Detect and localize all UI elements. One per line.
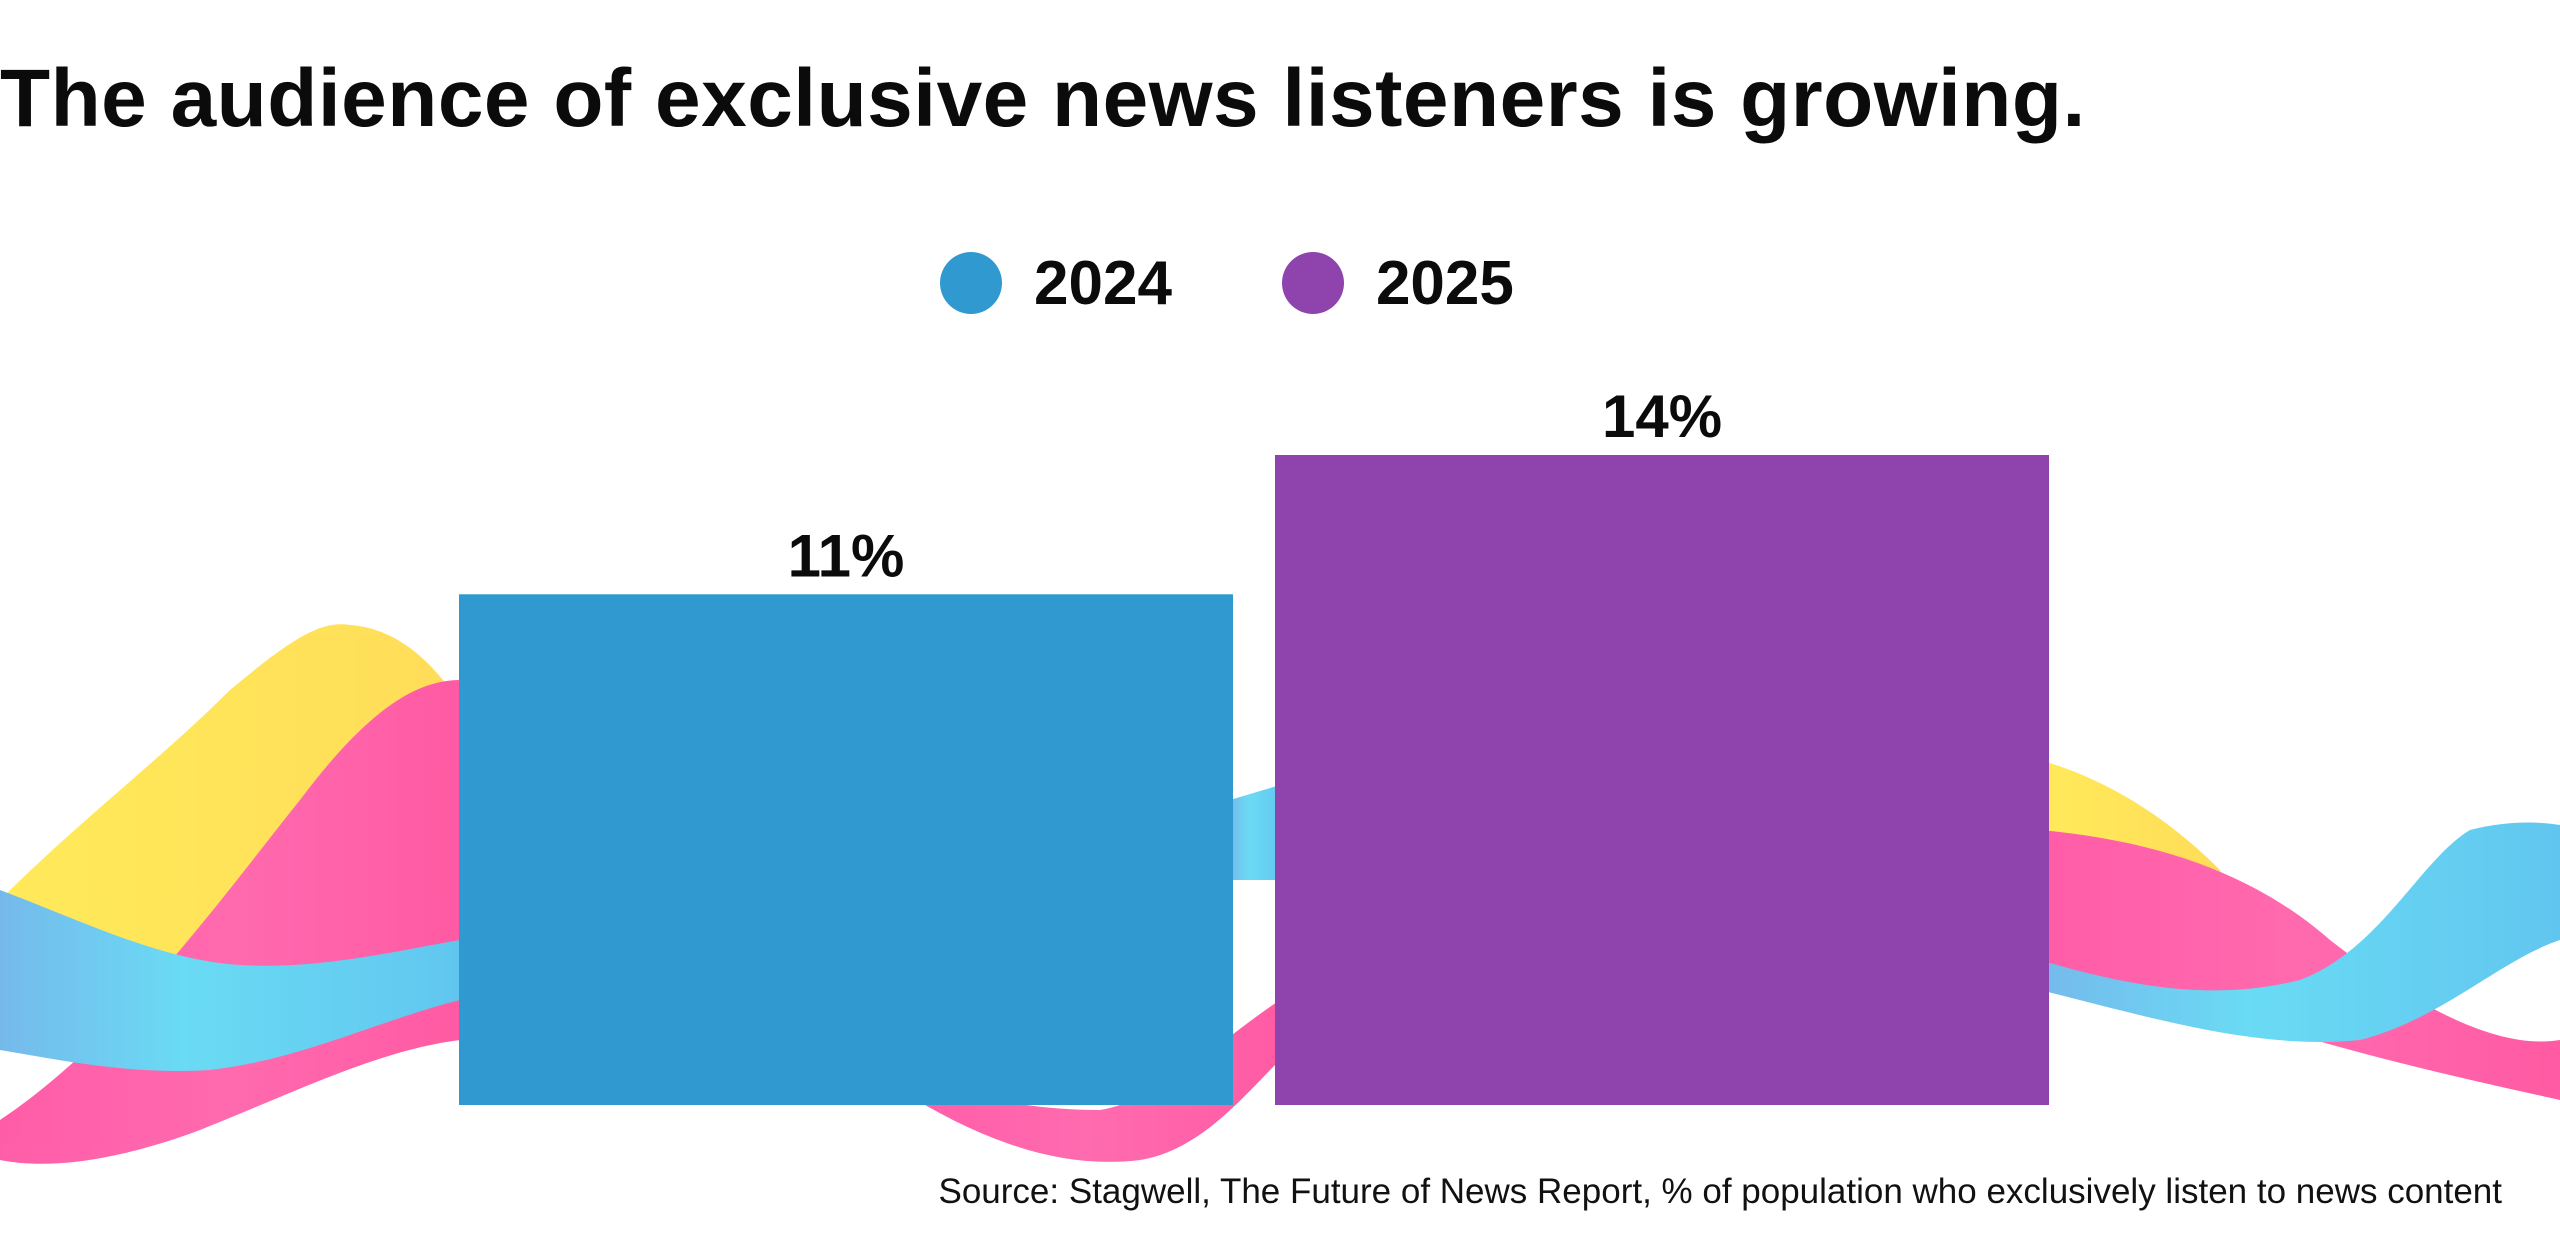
legend-label-2025: 2025 (1375, 248, 1514, 318)
source-note: Source: Stagwell, The Future of News Rep… (938, 1172, 2503, 1211)
bar-2025 (1275, 455, 2049, 1105)
wave-cyan (0, 890, 460, 1071)
bars-group: 11% 14% (459, 383, 2049, 1105)
wave-pink-center (900, 1000, 1280, 1162)
legend-swatch-2024 (940, 252, 1002, 314)
legend-item-2025: 2025 (1281, 248, 1514, 319)
wave-cyan-right (2040, 822, 2560, 1042)
legend-item-2024: 2024 (940, 248, 1172, 319)
bar-2024 (459, 594, 1233, 1105)
legend-label-2024: 2024 (1034, 248, 1172, 318)
decorative-wave-background (0, 624, 2560, 1164)
legend: 2024 2025 (940, 248, 1624, 318)
chart-title: The audience of exclusive news listeners… (0, 53, 2086, 144)
wave-pink-right (2040, 830, 2560, 1100)
data-label-2024: 11% (788, 522, 905, 589)
data-label-2025: 14% (1602, 383, 1722, 450)
wave-cyan-center (1230, 785, 1280, 880)
legend-swatch-2025 (1281, 252, 1344, 314)
